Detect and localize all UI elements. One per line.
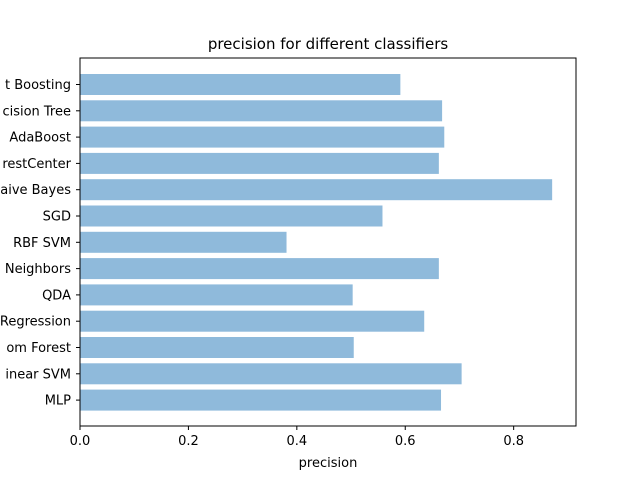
bar: [80, 126, 445, 148]
bar: [80, 100, 443, 122]
y-tick-label: AdaBoost: [9, 131, 71, 146]
y-axis-ticks: t Boosting cision Tree AdaBoost restCenter a…: [0, 78, 80, 409]
y-tick-label: cision Tree: [2, 104, 71, 119]
y-tick-label: QDA: [42, 288, 71, 303]
x-tick-label: 0.0: [70, 434, 91, 449]
y-tick-label: om Forest: [6, 341, 71, 356]
x-tick-label: 0.2: [178, 434, 199, 449]
bar: [80, 389, 442, 411]
x-axis-ticks: 0.0 0.2 0.4 0.6 0.8: [70, 426, 524, 449]
y-tick-label: inear SVM: [5, 367, 71, 382]
chart-title: precision for different classifiers: [208, 35, 449, 53]
y-tick-label: Neighbors: [5, 262, 71, 277]
x-tick-label: 0.4: [286, 434, 307, 449]
bar: [80, 337, 354, 358]
bar: [80, 205, 383, 227]
y-tick-label: MLP: [45, 394, 71, 409]
bar: [80, 258, 439, 280]
x-tick-label: 0.8: [503, 434, 524, 449]
bars-layer: [80, 74, 553, 411]
bar: [80, 231, 287, 253]
bar: [80, 152, 439, 174]
bar: [80, 310, 425, 332]
bar: [80, 363, 462, 385]
y-tick-label: t Boosting: [5, 78, 71, 93]
bar: [80, 179, 553, 201]
y-tick-label: Regression: [0, 315, 71, 330]
bar: [80, 284, 353, 306]
bar: [80, 74, 401, 95]
y-tick-label: restCenter: [2, 157, 71, 172]
y-tick-label: SGD: [43, 210, 71, 225]
x-axis-label: precision: [299, 456, 358, 471]
y-tick-label: aive Bayes: [0, 183, 71, 198]
x-tick-label: 0.6: [395, 434, 416, 449]
y-tick-label: RBF SVM: [13, 236, 71, 251]
